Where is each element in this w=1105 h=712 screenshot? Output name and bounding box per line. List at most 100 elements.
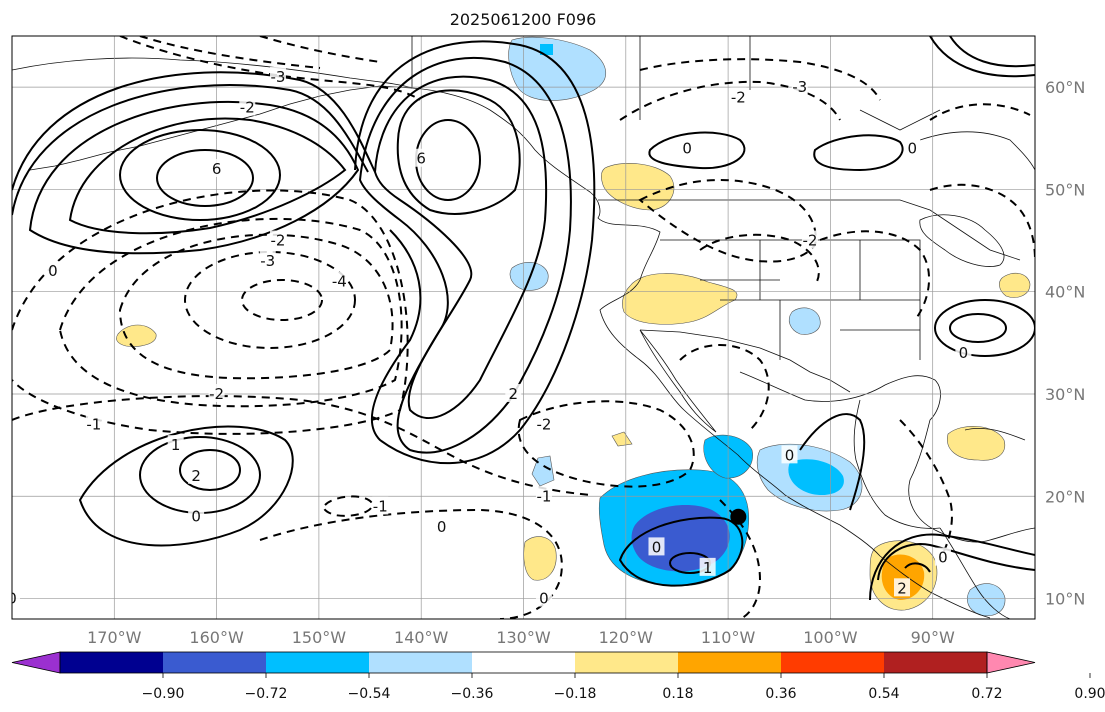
contour-label-bg — [505, 383, 522, 402]
lon-tick-label: 150°W — [292, 628, 347, 647]
lon-tick-label: 130°W — [496, 628, 551, 647]
contour-high-88w-2 — [934, 299, 1035, 357]
colorbar-tick-label: 0.18 — [662, 686, 693, 702]
contour-zero-mexico — [799, 413, 866, 511]
contour-label: 1 — [703, 559, 713, 577]
contour-label-bg — [955, 343, 972, 362]
lon-tick-label: 90°W — [911, 628, 955, 647]
contour-east-us — [929, 183, 1035, 261]
colorbar-tick-label: −0.18 — [554, 686, 597, 702]
colorbar-segment-2 — [163, 652, 266, 673]
contour-label-bg — [648, 537, 665, 556]
colorbar-tick-label: −0.72 — [245, 686, 288, 702]
contour-label: 1 — [171, 436, 181, 454]
contour-label: 6 — [416, 150, 426, 168]
contour-high-88w-1 — [949, 313, 1007, 343]
contour-label: -2 — [270, 232, 285, 250]
negative-anomaly-gulf-alaska-core — [540, 44, 553, 55]
contour-label: -2 — [802, 232, 817, 250]
contour-label-bg — [12, 588, 20, 607]
alaska-coast — [12, 57, 413, 89]
lon-tick-label: 120°W — [599, 628, 654, 647]
contour-label-bg — [259, 251, 276, 270]
contour-label-bg — [269, 66, 286, 85]
contour-label: -1 — [536, 487, 551, 505]
negative-anomaly-gulf-alaska — [508, 36, 606, 101]
colorbar-segment-7 — [678, 652, 781, 673]
contour-label: 0 — [539, 590, 549, 608]
central-america — [939, 527, 1011, 619]
positive-anomaly-california — [622, 273, 738, 325]
contour-label-bg — [791, 77, 808, 96]
cuba — [964, 427, 1026, 441]
contour-canada-1 — [619, 80, 841, 121]
colorbar-tick-label: −0.90 — [142, 686, 185, 702]
colorbar-tick-label: 0.72 — [971, 686, 1002, 702]
colorbar-segment-8 — [781, 652, 884, 673]
positive-anomaly-central-pacific — [116, 324, 157, 347]
contour-minus1-pacific — [12, 395, 591, 496]
us-state-lines — [660, 239, 921, 360]
contour-label-bg — [730, 87, 747, 106]
north-america-west-coast — [411, 87, 991, 619]
contour-label: 0 — [652, 538, 662, 556]
contour-label-bg — [372, 496, 389, 515]
contour-label: 0 — [938, 549, 948, 567]
lat-tick-label: 10°N — [1045, 590, 1085, 609]
colorbar-tick-label: −0.36 — [451, 686, 494, 702]
contour-high-160w-5 — [12, 84, 369, 216]
contour-label-bg — [85, 414, 102, 433]
colorbar-segment-3 — [266, 652, 369, 673]
lon-tick-label: 170°W — [87, 628, 142, 647]
contour-label: -3 — [270, 68, 285, 86]
colorbar-tick-label: −0.54 — [348, 686, 391, 702]
contour-minus1-small — [322, 495, 374, 517]
contour-label-bg — [208, 383, 225, 402]
us-mexico-border — [639, 329, 851, 393]
contour-arctic-right — [929, 36, 1035, 78]
lat-tick-label: 30°N — [1045, 385, 1085, 404]
contour-label-bg — [535, 414, 552, 433]
contour-label: -2 — [209, 385, 224, 403]
contour-gulf-alaska-2 — [139, 36, 321, 69]
contour-label: -2 — [536, 416, 551, 434]
contour-label-bg — [535, 486, 552, 505]
contour-label-bg — [188, 465, 205, 484]
contour-label-bg — [188, 506, 205, 525]
colorbar-tick-label: 0.36 — [765, 686, 796, 702]
contour-high-160w-3 — [68, 117, 347, 235]
contour-label-bg — [239, 97, 256, 116]
aleutian-islands — [29, 85, 413, 171]
contour-label-bg — [331, 271, 348, 290]
colorbar-tick-label: 0.54 — [868, 686, 899, 702]
contour-label: -2 — [240, 99, 255, 117]
great-lakes — [919, 214, 1005, 267]
colorbar-min-extend — [11, 651, 61, 674]
colorbar — [11, 651, 1036, 674]
contour-mexico-1 — [679, 344, 770, 431]
contour-label: 0 — [191, 508, 201, 526]
plot-frame — [11, 35, 1036, 620]
chart-title: 2025061200 F096 — [450, 10, 597, 29]
contour-high-165w-3 — [78, 425, 294, 547]
contour-label-bg — [413, 148, 430, 167]
contour-label-bg — [894, 578, 911, 597]
colorbar-segment-4 — [369, 652, 472, 673]
contour-label-bg — [269, 230, 286, 249]
contour-label-bg — [679, 138, 696, 157]
contour-high-112w-2 — [618, 516, 744, 587]
contour-high-160w-2 — [119, 129, 281, 221]
storm-center-marker — [730, 508, 747, 525]
contour-label: 0 — [7, 590, 17, 608]
negative-anomaly-mexico-east-core — [788, 459, 844, 496]
latitude-tick-labels: 60°N 50°N 40°N 30°N 20°N 10°N — [1045, 78, 1085, 608]
contour-central-america-high-2 — [877, 543, 1035, 581]
contour-label: 6 — [212, 160, 222, 178]
contour-minus2-east-pacific — [517, 400, 695, 488]
contour-high-160w-6 — [12, 71, 376, 191]
colorbar-tick-labels: −0.90 −0.72 −0.54 −0.36 −0.18 0.18 0.36 0.54 0.7… — [142, 673, 1105, 702]
negative-anomaly-off-coast — [509, 262, 549, 291]
